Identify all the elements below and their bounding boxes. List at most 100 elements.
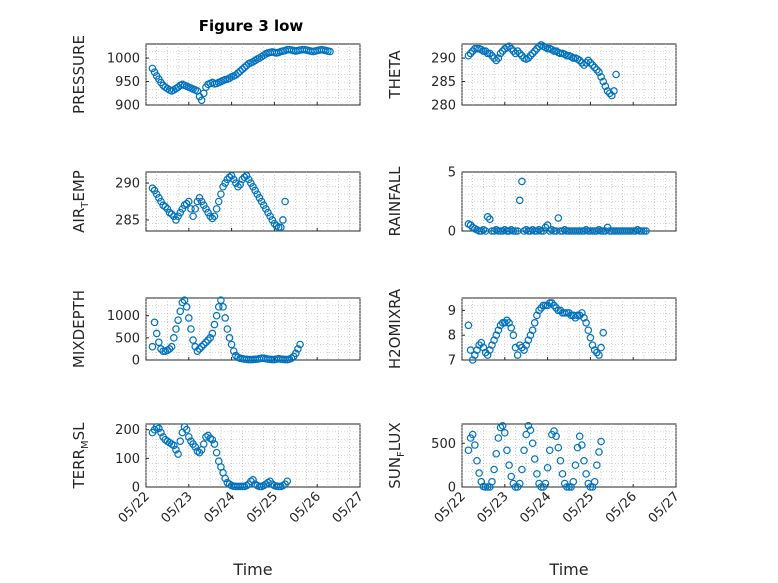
- grid: [145, 298, 361, 360]
- data-point: [582, 318, 590, 327]
- data-point: [227, 171, 236, 180]
- data-point: [272, 222, 281, 230]
- data-point: [197, 96, 206, 105]
- data-point: [238, 482, 247, 491]
- data-point: [172, 325, 180, 333]
- data-point: [481, 483, 490, 491]
- data-point: [488, 51, 496, 60]
- data-point: [575, 432, 584, 441]
- data-point: [586, 483, 595, 491]
- data-point: [530, 318, 539, 327]
- x-tick-label: 05/24: [201, 489, 238, 526]
- data-point: [515, 479, 524, 488]
- data-point: [217, 190, 225, 198]
- data-point: [584, 326, 593, 335]
- data-point: [507, 323, 516, 332]
- data-point: [210, 320, 219, 329]
- y-tick-label: 290: [431, 52, 456, 67]
- y-tick-label: 0: [132, 481, 140, 496]
- y-tick-label: 500: [115, 331, 140, 346]
- y-tick-label: 200: [115, 423, 140, 438]
- plot-area: [461, 171, 677, 232]
- data-point: [202, 338, 210, 347]
- x-tick-label: 05/25: [244, 489, 281, 526]
- data-point: [212, 448, 221, 457]
- data-point: [511, 227, 520, 235]
- data-point: [182, 425, 191, 434]
- data-point: [210, 440, 219, 448]
- data-point: [287, 354, 296, 363]
- subplot-4: 0 5 RAINFALL: [386, 166, 677, 240]
- data-point: [257, 197, 266, 206]
- data-point: [468, 430, 477, 439]
- data-point: [193, 347, 202, 355]
- data-point: [174, 450, 182, 458]
- data-point: [597, 437, 605, 446]
- data-point: [496, 423, 505, 432]
- data-point: [249, 476, 257, 484]
- data-point: [167, 342, 176, 351]
- data-point: [221, 314, 229, 322]
- data-point: [221, 474, 229, 483]
- y-tick-label: 1000: [107, 52, 140, 67]
- data-point: [206, 212, 215, 221]
- data-point: [199, 440, 208, 448]
- data-point: [170, 334, 178, 342]
- y-tick-label: 0: [132, 354, 140, 369]
- data-point: [191, 443, 200, 451]
- x-tick-label: 05/26: [603, 489, 640, 526]
- data-point: [580, 456, 588, 465]
- data-point: [552, 432, 560, 441]
- data-point: [595, 68, 603, 76]
- data-point: [563, 483, 571, 491]
- data-series: [148, 423, 292, 491]
- data-point: [479, 47, 488, 55]
- y-tick-label: 280: [431, 99, 456, 114]
- data-point: [174, 316, 182, 324]
- data-point: [503, 446, 511, 455]
- data-point: [227, 340, 236, 349]
- y-tick-label: 0: [448, 481, 456, 496]
- data-point: [225, 173, 234, 181]
- data-point: [464, 51, 473, 60]
- data-point: [494, 54, 503, 62]
- data-point: [187, 205, 195, 213]
- data-point: [473, 456, 481, 465]
- data-point: [468, 47, 477, 55]
- y-tick-label: 290: [115, 177, 140, 192]
- data-point: [291, 349, 300, 358]
- data-point: [543, 463, 552, 472]
- data-point: [204, 208, 212, 217]
- data-point: [279, 216, 287, 224]
- data-point: [595, 351, 603, 359]
- data-point: [296, 340, 304, 349]
- y-axis-label: PRESSURE: [70, 35, 88, 114]
- data-point: [152, 190, 161, 198]
- data-point: [240, 173, 249, 181]
- data-point: [229, 347, 238, 355]
- x-tick-label: 05/23: [475, 489, 512, 526]
- data-point: [253, 190, 262, 198]
- data-point: [541, 479, 550, 488]
- data-point: [163, 205, 172, 213]
- data-point: [494, 434, 503, 442]
- data-point: [599, 328, 608, 337]
- data-point: [176, 307, 185, 316]
- data-point: [274, 223, 283, 232]
- subplot-3: 285 290 AIRTEMP: [70, 170, 361, 233]
- data-point: [281, 197, 289, 206]
- data-point: [507, 44, 516, 53]
- data-point: [607, 91, 616, 100]
- data-point: [550, 47, 558, 55]
- data-point: [185, 197, 193, 206]
- y-tick-label: 285: [115, 213, 140, 228]
- data-point: [554, 214, 563, 222]
- y-axis-label: AIRTEMP: [70, 170, 91, 233]
- data-point: [232, 71, 240, 79]
- data-point: [249, 182, 257, 191]
- data-point: [539, 301, 548, 310]
- data-point: [155, 338, 163, 347]
- data-point: [505, 42, 513, 51]
- data-point: [582, 470, 590, 478]
